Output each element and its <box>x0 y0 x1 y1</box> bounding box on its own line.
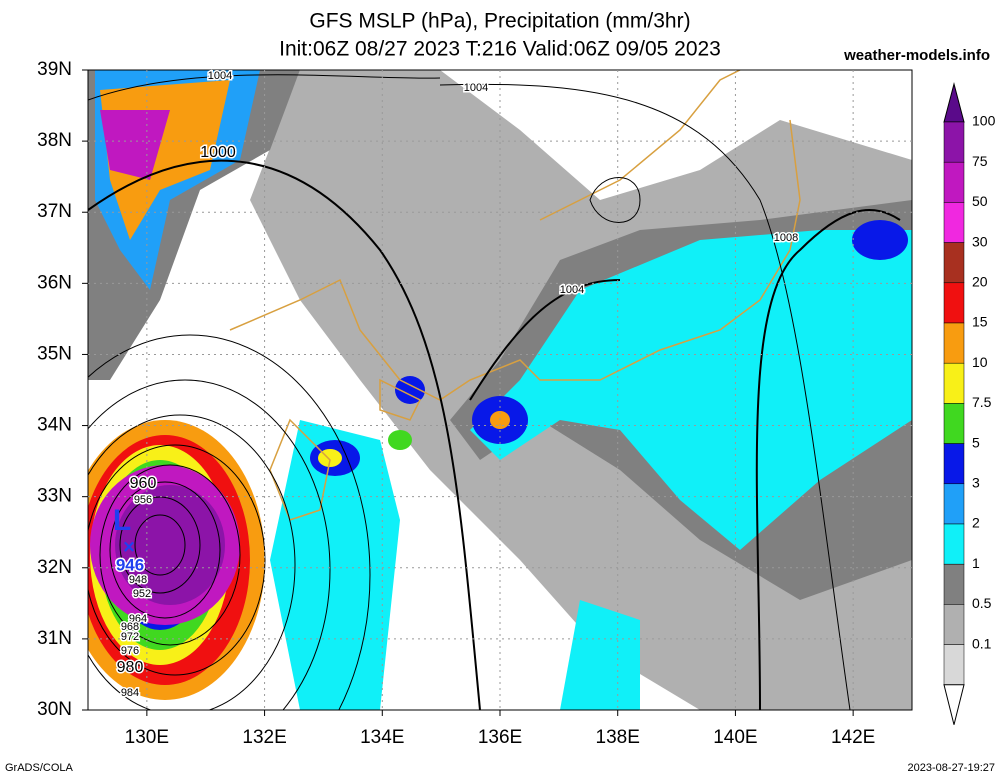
lon-label: 138E <box>596 727 640 748</box>
colorbar-label: 5 <box>972 434 980 450</box>
plot-area <box>88 70 912 710</box>
contour-label: 948 <box>129 574 147 586</box>
colorbar-swatch <box>943 121 965 163</box>
title: GFS MSLP (hPa), Precipitation (mm/3hr) <box>309 10 690 33</box>
lat-label: 33N <box>37 486 72 507</box>
contour-labels: 1004100410001008100496095694895296496897… <box>115 68 800 700</box>
colorbar-label: 2 <box>972 515 980 531</box>
colorbar: 100 75 50 30 20 15 10 7.5 5 3 2 1 0.5 0.1 <box>943 82 996 725</box>
colorbar-swatch <box>943 202 965 243</box>
lat-label: 34N <box>37 415 72 436</box>
contour-label: 952 <box>133 588 151 600</box>
colorbar-label: 20 <box>972 274 988 290</box>
colorbar-label: 100 <box>972 113 996 129</box>
contour-label: 960 <box>130 475 157 492</box>
lat-label: 36N <box>37 272 72 293</box>
lat-label: 32N <box>37 557 72 578</box>
low-symbol: L <box>113 504 131 537</box>
lat-label: 37N <box>37 201 72 222</box>
colorbar-swatch <box>943 403 965 444</box>
contour-label: 1004 <box>560 284 584 296</box>
colorbar-label: 0.1 <box>972 635 992 651</box>
colorbar-swatch <box>943 483 965 525</box>
contour-label: 1008 <box>774 232 798 244</box>
contour-label: 1004 <box>208 70 232 82</box>
colorbar-tip <box>943 684 965 725</box>
footer-right: 2023-08-27-19:27 <box>908 762 995 774</box>
lat-label: 38N <box>37 130 72 151</box>
colorbar-label: 30 <box>972 233 988 249</box>
colorbar-swatch <box>943 443 965 485</box>
lat-label: 39N <box>37 59 72 80</box>
contour-label: 956 <box>134 494 152 506</box>
lon-label: 132E <box>242 727 286 748</box>
colorbar-swatch <box>943 523 965 565</box>
grid <box>82 69 912 716</box>
colorbar-label: 10 <box>972 354 988 370</box>
axis-labels: 39N 38N 37N 36N 35N 34N 33N 32N 31N 30N 130E 132E 13… <box>37 59 875 748</box>
contour-label: 976 <box>121 645 139 657</box>
contour-label: 964 <box>129 613 147 625</box>
lat-label: 35N <box>37 343 72 364</box>
lon-label: 140E <box>713 727 757 748</box>
site-label: weather-models.info <box>843 47 990 64</box>
contour-label: 980 <box>117 659 144 676</box>
lat-label: 30N <box>37 699 72 720</box>
lon-label: 142E <box>831 727 875 748</box>
lon-label: 130E <box>125 727 169 748</box>
lat-label: 31N <box>37 628 72 649</box>
colorbar-label: 7.5 <box>972 394 992 410</box>
colorbar-swatch <box>943 282 965 324</box>
colorbar-swatch <box>943 161 965 203</box>
colorbar-label: 3 <box>972 475 980 491</box>
colorbar-tip <box>943 82 965 123</box>
colorbar-swatch <box>943 362 965 404</box>
colorbar-swatch <box>943 322 965 364</box>
low-center: × <box>123 536 135 558</box>
colorbar-swatch <box>943 604 965 645</box>
colorbar-label: 1 <box>972 555 980 571</box>
colorbar-swatch <box>943 644 965 686</box>
lon-label: 134E <box>360 727 404 748</box>
contour-label: 1004 <box>464 82 488 94</box>
subtitle: Init:06Z 08/27 2023 T:216 Valid:06Z 09/0… <box>279 38 721 61</box>
lon-label: 136E <box>478 727 522 748</box>
colorbar-label: 75 <box>972 153 988 169</box>
contour-label: 972 <box>121 631 139 643</box>
colorbar-swatch <box>943 563 965 605</box>
contour-label: 984 <box>121 687 139 699</box>
colorbar-swatch <box>943 242 965 284</box>
contour-label: 1000 <box>200 144 236 161</box>
colorbar-label: 0.5 <box>972 595 992 611</box>
low-pressure: 946 <box>116 555 144 574</box>
colorbar-label: 50 <box>972 193 988 209</box>
colorbar-label: 15 <box>972 314 988 330</box>
contour-label: 968 <box>121 621 139 633</box>
footer-left: GrADS/COLA <box>5 762 74 774</box>
